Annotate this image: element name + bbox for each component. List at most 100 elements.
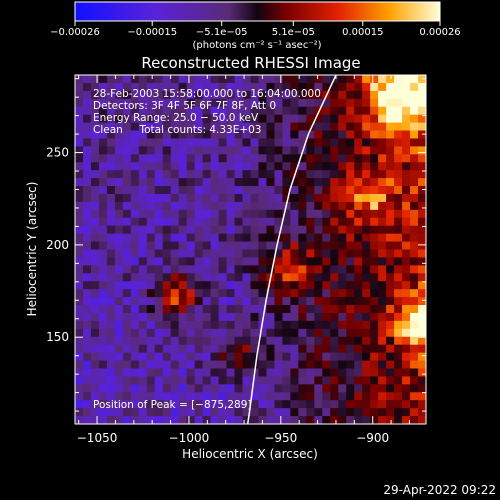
heatmap-cell xyxy=(394,368,403,377)
heatmap-cell xyxy=(410,146,419,155)
heatmap-cell xyxy=(82,233,92,243)
heatmap-cell xyxy=(122,209,132,219)
heatmap-cell xyxy=(130,193,140,203)
heatmap-cell xyxy=(330,241,339,250)
heatmap-cell xyxy=(106,122,116,132)
heatmap-cell xyxy=(146,376,156,385)
heatmap-cell xyxy=(258,170,267,179)
heatmap-cell xyxy=(306,408,315,417)
heatmap-cell xyxy=(330,297,339,306)
heatmap-cell xyxy=(226,122,236,132)
heatmap-cell xyxy=(354,82,363,92)
heatmap-cell xyxy=(250,328,259,338)
heatmap-cell xyxy=(250,320,259,330)
heatmap-cell xyxy=(210,320,220,330)
heatmap-cell xyxy=(106,75,116,84)
heatmap-cell xyxy=(410,130,419,139)
heatmap-cell xyxy=(202,241,212,250)
heatmap-cell xyxy=(98,376,108,385)
heatmap-cell xyxy=(306,186,315,195)
heatmap-cell xyxy=(330,368,339,377)
heatmap-cell xyxy=(410,273,419,282)
heatmap-cell xyxy=(290,217,299,227)
heatmap-cell xyxy=(410,384,419,393)
heatmap-cell xyxy=(178,154,188,163)
heatmap-cell xyxy=(330,225,339,235)
heatmap-cell xyxy=(250,408,259,417)
heatmap-cell xyxy=(178,336,188,346)
heatmap-cell xyxy=(370,352,379,362)
heatmap-cell xyxy=(346,90,355,100)
heatmap-cell xyxy=(154,138,164,147)
heatmap-cell xyxy=(202,408,212,417)
heatmap-cell xyxy=(258,360,267,369)
heatmap-cell xyxy=(170,312,180,322)
heatmap-cell xyxy=(194,233,204,243)
heatmap-cell xyxy=(402,376,411,385)
heatmap-cell xyxy=(298,241,307,250)
heatmap-cell xyxy=(314,186,323,195)
heatmap-cell xyxy=(322,186,331,195)
heatmap-cell xyxy=(282,384,291,393)
heatmap-cell xyxy=(178,416,188,424)
heatmap-cell xyxy=(234,360,244,369)
heatmap-cell xyxy=(266,106,275,116)
heatmap-cell xyxy=(330,98,339,108)
heatmap-cell xyxy=(290,122,299,132)
heatmap-cell xyxy=(202,344,212,354)
heatmap-cell xyxy=(90,225,100,235)
heatmap-cell xyxy=(330,360,339,369)
heatmap-cell xyxy=(242,360,251,369)
heatmap-cell xyxy=(290,344,299,354)
heatmap-cell xyxy=(410,328,419,338)
heatmap-cell xyxy=(298,281,307,290)
heatmap-cell xyxy=(242,162,251,171)
heatmap-cell xyxy=(322,98,331,108)
heatmap-cell xyxy=(202,312,212,322)
heatmap-cell xyxy=(98,90,108,100)
heatmap-cell xyxy=(226,114,236,124)
heatmap-cell xyxy=(210,289,220,298)
heatmap-cell xyxy=(378,90,387,100)
heatmap-cell xyxy=(82,130,92,139)
heatmap-cell xyxy=(114,233,124,243)
heatmap-cell xyxy=(266,368,275,377)
heatmap-cell xyxy=(186,281,196,290)
heatmap-cell xyxy=(282,75,291,84)
heatmap-cell xyxy=(114,416,124,424)
heatmap-cell xyxy=(402,122,411,132)
colorbar-tick-label: −0.00015 xyxy=(127,27,177,38)
heatmap-cell xyxy=(210,178,220,187)
heatmap-cell xyxy=(298,257,307,266)
heatmap-cell xyxy=(154,114,164,124)
heatmap-cell xyxy=(226,312,236,322)
heatmap-cell xyxy=(170,368,180,377)
heatmap-cell xyxy=(162,114,172,124)
heatmap-cell xyxy=(202,289,212,298)
heatmap-cell xyxy=(98,273,108,282)
heatmap-cell xyxy=(410,90,419,100)
heatmap-cell xyxy=(210,273,220,282)
heatmap-cell xyxy=(258,257,267,266)
heatmap-cell xyxy=(75,320,84,330)
heatmap-cell xyxy=(378,186,387,195)
heatmap-cell xyxy=(122,106,132,116)
heatmap-cell xyxy=(75,416,84,424)
heatmap-cell xyxy=(122,392,132,401)
heatmap-cell xyxy=(314,225,323,235)
heatmap-cell xyxy=(250,384,259,393)
heatmap-cell xyxy=(330,90,339,100)
heatmap-cell xyxy=(250,138,259,147)
heatmap-cell xyxy=(338,201,347,211)
heatmap-cell xyxy=(290,257,299,266)
heatmap-cell xyxy=(250,336,259,346)
heatmap-cell xyxy=(298,98,307,108)
heatmap-cell xyxy=(178,90,188,100)
heatmap-cell xyxy=(362,336,371,346)
heatmap-cell xyxy=(194,249,204,258)
heatmap-cell xyxy=(154,320,164,330)
heatmap-cell xyxy=(386,233,395,243)
heatmap-cell xyxy=(322,178,331,187)
heatmap-cell xyxy=(170,114,180,124)
heatmap-cell xyxy=(210,344,220,354)
